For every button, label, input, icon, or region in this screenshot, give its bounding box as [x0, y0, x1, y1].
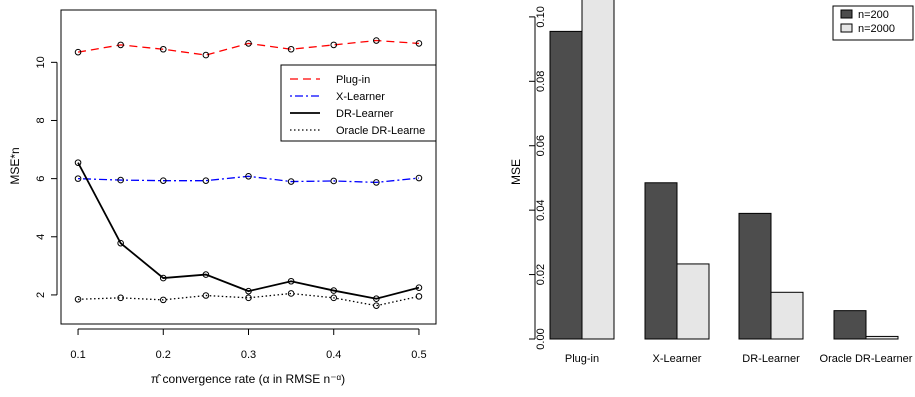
x-category-label: Oracle DR-Learner	[820, 353, 913, 365]
data-point	[74, 295, 82, 303]
data-point	[287, 45, 295, 53]
data-point	[159, 296, 167, 304]
y-tick-label: 6	[35, 176, 47, 182]
legend: Plug-in X-Learner DR-Learner Oracle DR-Lear…	[280, 64, 437, 142]
bar	[676, 263, 710, 340]
data-point	[415, 40, 423, 47]
legend-label: Plug-in	[336, 74, 370, 86]
legend-swatch	[840, 23, 853, 33]
y-tick-label: 0.04	[535, 199, 547, 220]
bar	[549, 30, 583, 340]
y-axis: 2 4 6 8 10	[35, 56, 58, 298]
data-point	[202, 51, 210, 59]
legend-label: Oracle DR-Learne	[336, 125, 425, 137]
series-line-2	[77, 162, 420, 300]
y-tick-label: 0.10	[535, 6, 547, 27]
y-tick-label: 4	[35, 234, 47, 240]
bar-chart: 0.00 0.02 0.04 0.06 0.08 0.10 Plug-in X-Learne…	[509, 0, 914, 365]
legend-label: n=2000	[858, 23, 895, 35]
series-group	[74, 37, 423, 309]
y-axis-title: MSE*n	[8, 147, 22, 184]
data-point	[117, 294, 124, 302]
bar	[644, 182, 678, 340]
data-point	[373, 179, 380, 186]
data-point	[415, 293, 423, 300]
plot-frame	[60, 9, 437, 325]
data-point	[330, 41, 338, 49]
data-point	[373, 37, 380, 44]
legend-label: n=200	[858, 9, 889, 21]
data-point	[373, 302, 380, 309]
x-axis: 0.1 0.2 0.3 0.4 0.5	[70, 328, 427, 361]
data-point	[287, 277, 295, 285]
legend-swatch	[840, 9, 853, 19]
legend-box	[280, 64, 437, 142]
data-point	[117, 41, 124, 49]
bar	[738, 212, 772, 340]
data-point	[287, 290, 295, 297]
data-point	[245, 40, 252, 47]
bar	[833, 310, 867, 340]
y-tick-label: 0.02	[535, 264, 547, 285]
data-point	[415, 284, 423, 291]
x-tick-label: 0.3	[241, 349, 256, 361]
series-line-1	[78, 175, 420, 184]
bar	[581, 0, 615, 340]
data-point	[330, 287, 338, 294]
data-point	[202, 177, 210, 184]
x-tick-label: 0.4	[326, 349, 341, 361]
legend: n=200 n=2000	[832, 5, 914, 41]
series-line-0	[77, 39, 419, 56]
data-point	[330, 177, 338, 185]
data-point	[245, 294, 252, 302]
data-point	[287, 178, 295, 185]
data-point	[159, 177, 167, 184]
data-point	[373, 295, 380, 303]
data-point	[74, 159, 82, 166]
x-tick-label: 0.2	[156, 349, 171, 361]
x-category-labels: Plug-in X-Learner DR-Learner Oracle DR-Lear…	[565, 353, 913, 365]
x-category-label: Plug-in	[565, 353, 599, 365]
bar	[770, 291, 804, 340]
x-category-label: DR-Learner	[742, 353, 800, 365]
y-tick-label: 0.08	[535, 71, 547, 92]
x-tick-label: 0.1	[70, 349, 85, 361]
data-point	[74, 175, 82, 182]
y-axis: 0.00 0.02 0.04 0.06 0.08 0.10	[529, 6, 547, 350]
y-tick-label: 10	[35, 56, 47, 68]
series-line-3	[78, 292, 420, 307]
x-category-label: X-Learner	[653, 353, 702, 365]
data-point	[245, 287, 252, 295]
data-point	[245, 173, 252, 180]
data-point	[330, 294, 338, 302]
data-point	[117, 176, 124, 184]
data-point	[159, 274, 167, 282]
legend-label: X-Learner	[336, 91, 385, 103]
data-point	[202, 292, 210, 299]
data-point	[74, 48, 82, 56]
data-point	[117, 239, 124, 247]
y-axis-title: MSE	[509, 159, 523, 185]
y-tick-label: 8	[35, 117, 47, 123]
y-tick-label: 0.06	[535, 135, 547, 156]
legend-label: DR-Learner	[336, 108, 394, 120]
data-point	[202, 271, 210, 278]
y-tick-label: 2	[35, 292, 47, 298]
x-axis-title: π̂ convergence rate (α in RMSE n⁻ᵅ)	[151, 372, 345, 386]
bars-group	[549, 0, 899, 340]
line-chart: 2 4 6 8 10 0.1 0.2 0.3 0.4 0.5 MSE*n π̂ converge…	[8, 9, 437, 386]
data-point	[415, 174, 423, 182]
x-tick-label: 0.5	[411, 349, 426, 361]
y-tick-label: 0.00	[535, 328, 547, 349]
data-point	[159, 45, 167, 53]
bar	[865, 335, 899, 340]
